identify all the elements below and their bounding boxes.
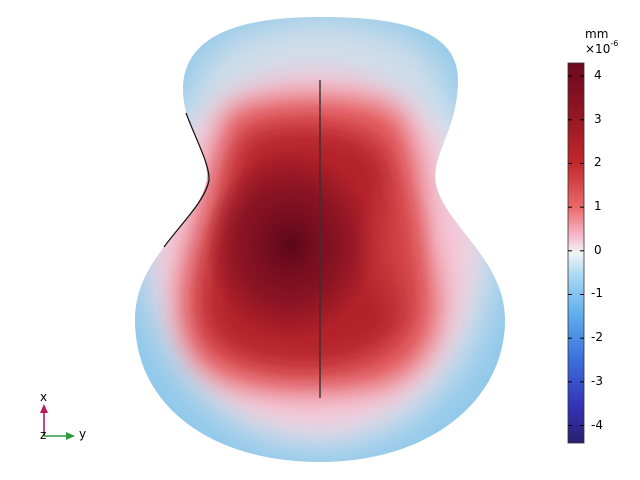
colorbar-tick-label: 4 xyxy=(594,68,602,83)
x-axis-arrowhead xyxy=(40,404,48,413)
colorbar-ticks xyxy=(568,75,584,427)
exponent-base: ×10 xyxy=(585,42,611,56)
colorbar-tick-label: 0 xyxy=(594,242,602,257)
colorbar-tick-label: 3 xyxy=(594,111,602,126)
axes-triad xyxy=(40,404,75,440)
colorbar-tick-label: -1 xyxy=(591,286,603,301)
colorbar xyxy=(567,62,585,444)
z-axis-label: z xyxy=(40,428,47,442)
colorbar-tick-label: 2 xyxy=(594,155,602,170)
y-axis-arrowhead xyxy=(66,432,75,440)
colorbar-tick-label: 1 xyxy=(594,199,602,214)
colorbar-unit: mm xyxy=(585,27,609,41)
exponent-power: -6 xyxy=(610,39,619,48)
colorbar-tick-label: -4 xyxy=(591,417,603,432)
waist-edge-line xyxy=(163,112,210,248)
colorbar-tick-label: -3 xyxy=(591,373,603,388)
x-axis-label: x xyxy=(40,390,48,404)
y-axis-label: y xyxy=(79,427,87,441)
colorbar-tick-label: -2 xyxy=(591,330,603,345)
colorbar-exponent: ×10-6 xyxy=(585,39,619,56)
